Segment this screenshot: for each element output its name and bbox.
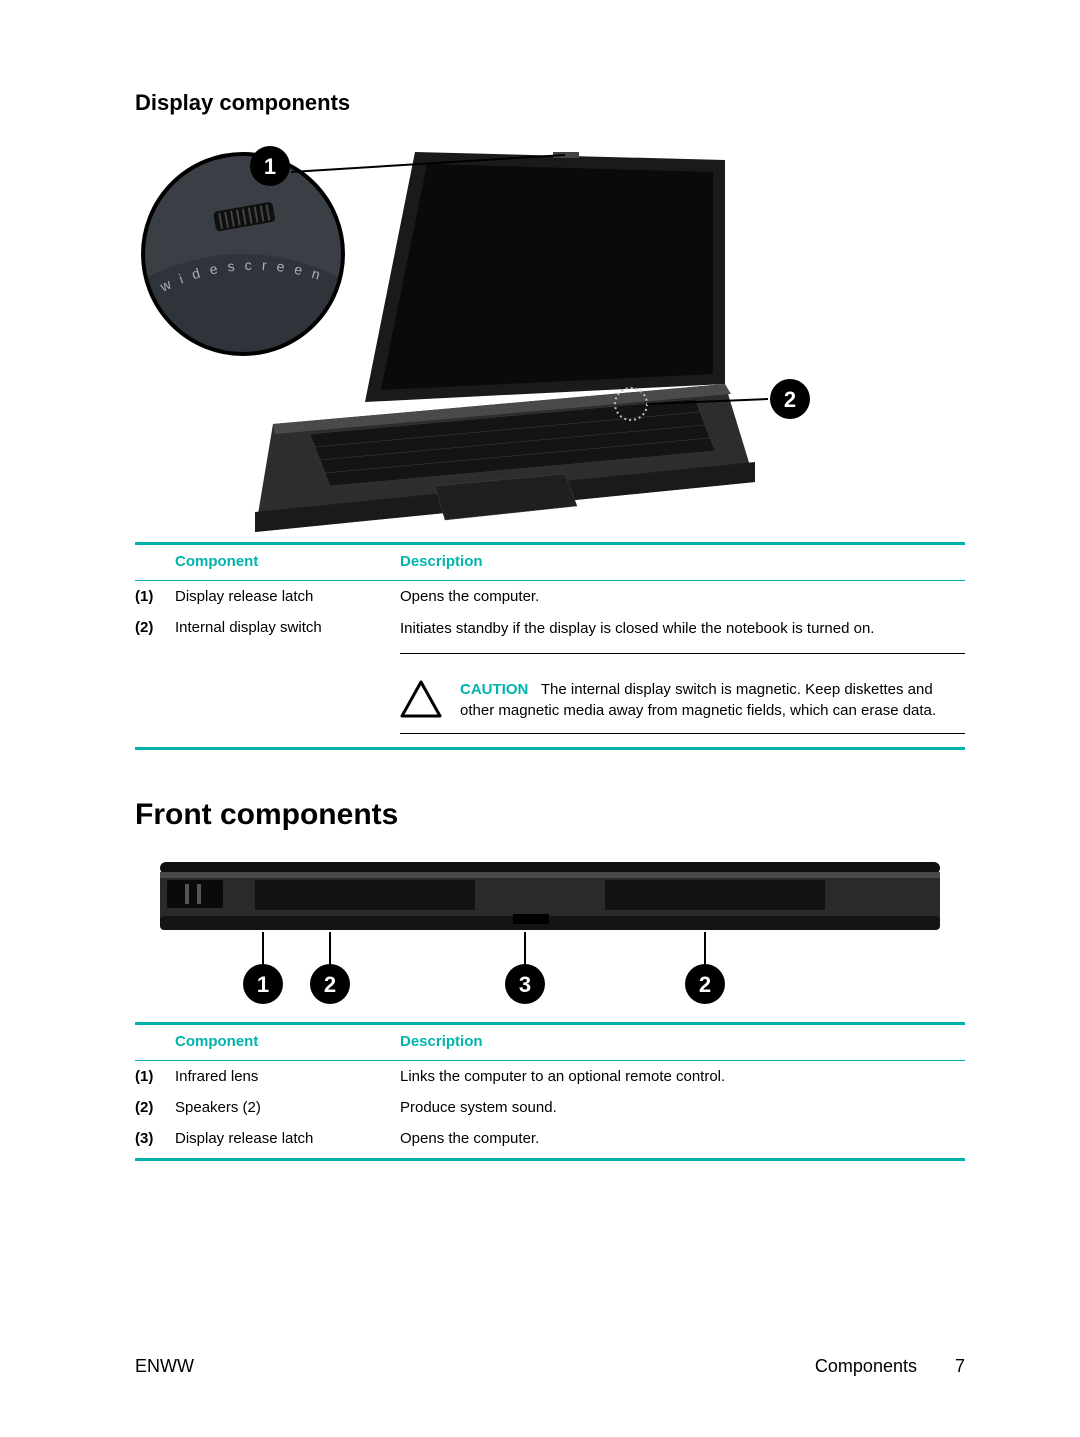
table-row: (1) Display release latch Opens the comp… <box>135 581 965 612</box>
row-component: Speakers (2) <box>175 1099 400 1116</box>
callout-badge: 2 <box>310 964 350 1004</box>
svg-text:2: 2 <box>324 972 336 997</box>
col-header-component: Component <box>175 553 400 570</box>
row-description: Produce system sound. <box>400 1099 965 1116</box>
row-description: Initiates standby if the display is clos… <box>400 619 965 639</box>
svg-text:2: 2 <box>784 387 796 412</box>
caution-separator <box>400 653 965 654</box>
row-component: Infrared lens <box>175 1068 400 1085</box>
callout-badge: 2 <box>685 964 725 1004</box>
row-num: (2) <box>135 619 175 636</box>
table-rule <box>135 747 965 750</box>
table-front-components: Component Description (1) Infrared lens … <box>135 1022 965 1161</box>
callout-badge-2: 2 <box>770 379 810 419</box>
row-component: Display release latch <box>175 588 400 605</box>
row-num: (1) <box>135 588 175 605</box>
row-num: (1) <box>135 1068 175 1085</box>
callout-badge: 3 <box>505 964 545 1004</box>
figure-display-components: w i d e s c r e e n 1 2 <box>135 134 965 534</box>
col-header-description: Description <box>400 1033 965 1050</box>
heading-front-components: Front components <box>135 798 965 832</box>
footer-left: ENWW <box>135 1356 194 1377</box>
table-row: (2) Speakers (2) Produce system sound. <box>135 1092 965 1123</box>
caution-label: CAUTION <box>460 681 528 698</box>
laptop-front-edge <box>160 862 940 930</box>
table-display-components: Component Description (1) Display releas… <box>135 542 965 750</box>
row-description: Links the computer to an optional remote… <box>400 1068 965 1085</box>
col-header-component: Component <box>175 1033 400 1050</box>
row-description-cell: Initiates standby if the display is clos… <box>400 619 965 734</box>
row-num: (3) <box>135 1130 175 1147</box>
row-component: Internal display switch <box>175 619 400 636</box>
svg-text:2: 2 <box>699 972 711 997</box>
row-description: Opens the computer. <box>400 588 965 605</box>
footer-page-number: 7 <box>955 1356 965 1377</box>
caution-text: CAUTION The internal display switch is m… <box>460 680 965 721</box>
figure-front-components: 1 2 3 2 <box>135 854 965 1014</box>
svg-text:1: 1 <box>257 972 269 997</box>
caution-separator <box>400 733 965 734</box>
caution-icon <box>400 680 442 718</box>
table-row: (1) Infrared lens Links the computer to … <box>135 1061 965 1092</box>
inset-latch-closeup: w i d e s c r e e n <box>143 154 343 354</box>
caution-body: The internal display switch is magnetic.… <box>460 681 936 718</box>
page-footer: ENWW Components 7 <box>135 1356 965 1377</box>
callout-badge: 1 <box>243 964 283 1004</box>
row-description: Opens the computer. <box>400 1130 965 1147</box>
col-header-description: Description <box>400 553 965 570</box>
table-rule <box>135 1158 965 1161</box>
footer-section: Components <box>815 1356 917 1377</box>
svg-text:1: 1 <box>264 154 276 179</box>
table-row: (2) Internal display switch Initiates st… <box>135 612 965 741</box>
table-row: (3) Display release latch Opens the comp… <box>135 1123 965 1154</box>
svg-text:3: 3 <box>519 972 531 997</box>
row-num: (2) <box>135 1099 175 1116</box>
row-component: Display release latch <box>175 1130 400 1147</box>
callout-badge-1: 1 <box>250 146 290 186</box>
heading-display-components: Display components <box>135 90 965 116</box>
caution-block: CAUTION The internal display switch is m… <box>400 668 965 721</box>
